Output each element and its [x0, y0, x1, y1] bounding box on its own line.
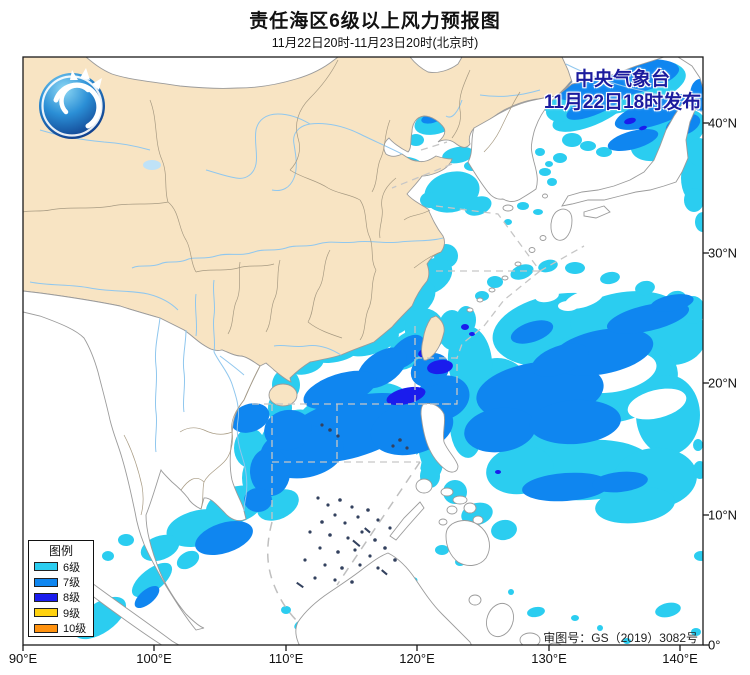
map-review-number: 审图号：GS（2019）3082号	[543, 631, 698, 645]
page-subtitle: 11月22日20时-11月23日20时(北京时)	[271, 36, 479, 50]
legend-item-8级: 8级	[29, 590, 93, 605]
publisher-name: 中央气象台	[574, 69, 670, 90]
neighbour-lands	[23, 57, 703, 645]
mindanao-island	[445, 520, 490, 566]
lon-axis-label: 120°E	[399, 651, 435, 666]
wind-layer-force8	[386, 117, 647, 474]
legend-swatch	[34, 608, 58, 618]
hokkaido-corner	[677, 57, 703, 89]
legend-title: 图例	[48, 544, 73, 558]
legend-label: 9级	[63, 607, 81, 620]
map-frame	[22, 56, 704, 646]
publish-time: 11月22日18时发布	[543, 92, 702, 113]
cma-logo	[39, 68, 105, 139]
borneo-island	[295, 552, 473, 645]
legend-label: 7级	[63, 577, 81, 590]
korea-peninsula	[467, 95, 558, 202]
lon-axis-label: 90°E	[8, 651, 38, 666]
axis-ticks	[22, 122, 709, 651]
legend-label: 8级	[63, 592, 81, 605]
taiwan-island	[421, 315, 445, 361]
reef-dots	[296, 423, 409, 589]
legend-box: 图例 6级 7级 8级 9级 10级	[28, 540, 94, 637]
lat-axis-label: 0°	[708, 637, 721, 653]
qinghai-lake	[143, 160, 161, 170]
legend-swatch	[34, 592, 58, 602]
lat-axis-label: 10°N	[708, 507, 738, 523]
lat-axis-label: 20°N	[708, 375, 738, 391]
legend-item-10级: 10级	[29, 621, 93, 636]
legend-label: 10级	[63, 623, 87, 636]
nine-dash-line	[266, 461, 421, 623]
lon-axis-label: 130°E	[531, 651, 567, 666]
honshu-island	[561, 99, 697, 207]
palawan-island	[389, 501, 425, 541]
rivers	[29, 63, 703, 512]
legend-item-9级: 9级	[29, 605, 93, 620]
lon-axis-label: 140°E	[662, 651, 698, 666]
legend-rows: 6级 7级 8级 9级 10级	[29, 559, 93, 636]
indochina-peninsula	[23, 290, 261, 631]
russia-coast	[557, 57, 665, 96]
kyushu-island	[550, 208, 573, 241]
hainan-island	[268, 383, 298, 407]
sea-zone-boundaries	[252, 141, 585, 522]
legend-swatch	[34, 562, 58, 572]
lon-axis-label: 110°E	[268, 651, 304, 666]
legend-item-7级: 7级	[29, 574, 93, 589]
lat-axis-label: 40°N	[708, 115, 738, 131]
legend-swatch	[34, 577, 58, 587]
legend-label: 6级	[63, 561, 81, 574]
jeju-island	[502, 204, 514, 212]
page-title: 责任海区6级以上风力预报图	[249, 11, 501, 32]
legend-item-6级: 6级	[29, 559, 93, 574]
publisher-block: 中央气象台 11月22日18时发布	[525, 68, 720, 114]
lon-axis-label: 100°E	[136, 651, 172, 666]
legend-swatch	[34, 623, 58, 633]
lat-axis-label: 30°N	[708, 245, 738, 261]
province-borders	[23, 59, 521, 516]
shikoku-island	[583, 205, 611, 219]
luzon-island	[420, 403, 459, 473]
